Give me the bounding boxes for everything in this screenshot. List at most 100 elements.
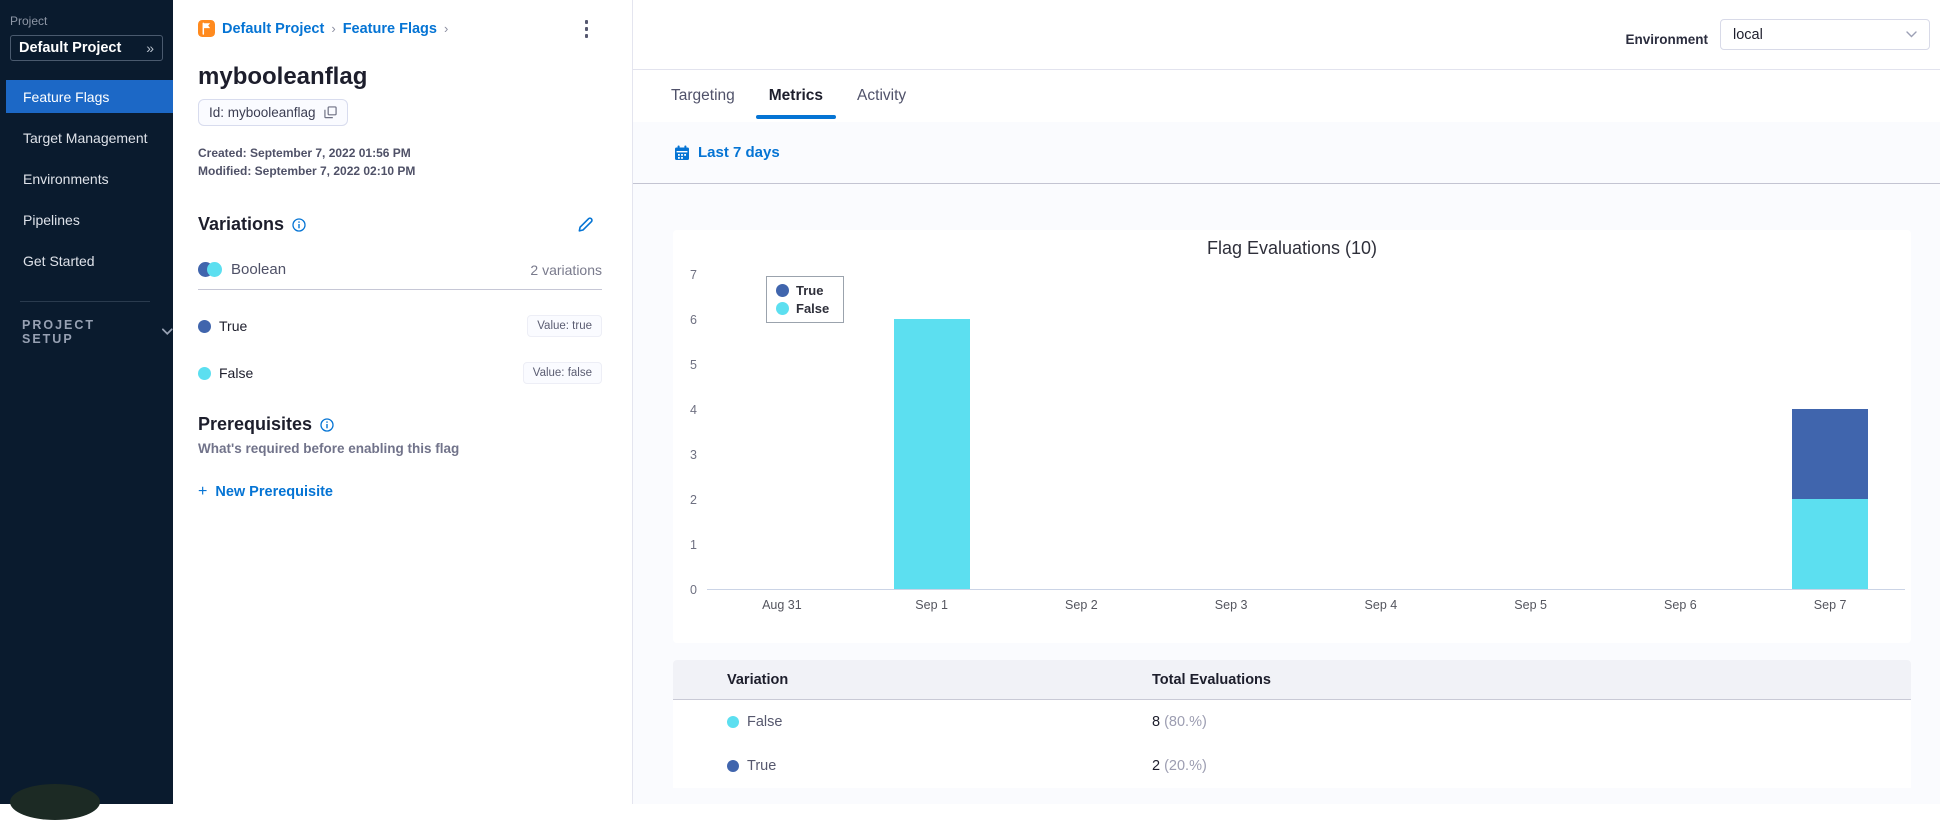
flag-id-chip[interactable]: Id: mybooleanflag <box>198 99 348 126</box>
chevron-down-icon <box>162 328 173 336</box>
tab-metrics[interactable]: Metrics <box>755 70 837 122</box>
variation-count: 2 variations <box>530 261 602 278</box>
chart-plot-area: True False Aug 31 Sep 1 Sep 2 Sep 3 Sep 4 Sep … <box>707 275 1905 612</box>
metrics-content: Last 7 days Flag Evaluations (10) 0 1 2 3 4 5… <box>633 122 1940 804</box>
chart-slot-sep-4: Sep 4 <box>1306 275 1456 612</box>
project-setup-toggle[interactable]: PROJECT SETUP <box>0 318 173 346</box>
bar-segment-false[interactable] <box>1792 499 1869 589</box>
table-header-total-evaluations: Total Evaluations <box>1152 671 1271 688</box>
info-icon[interactable] <box>292 217 306 232</box>
project-selector[interactable]: Default Project » <box>10 35 163 61</box>
bar-segment-true[interactable] <box>1792 409 1869 499</box>
feature-flag-icon <box>198 20 215 37</box>
environment-select[interactable]: local <box>1720 19 1930 50</box>
bar-stack-sep-7 <box>1792 409 1869 589</box>
variation-type-row: Boolean 2 variations <box>198 261 602 278</box>
sidebar-divider <box>20 301 150 302</box>
project-expand-icon: » <box>146 40 154 56</box>
variation-dot <box>198 319 211 333</box>
chart-plot-wrap: 0 1 2 3 4 5 6 7 True False Aug 31 Sep 1 Sep 2 Sep 3… <box>673 268 1911 612</box>
x-axis-label: Sep 1 <box>915 598 948 612</box>
table-body: False 8 (80.%) True 2 (20.%) <box>673 700 1911 788</box>
x-axis-label: Sep 3 <box>1214 598 1248 612</box>
y-tick-label: 2 <box>690 493 697 507</box>
flag-evaluations-chart-card: Flag Evaluations (10) 0 1 2 3 4 5 6 7 True False… <box>673 230 1911 643</box>
y-tick-label: 4 <box>690 403 697 417</box>
sidebar-item-target-management[interactable]: Target Management <box>23 129 148 146</box>
variation-dot <box>727 716 739 728</box>
environment-value: local <box>1733 26 1763 43</box>
chart-legend: True False <box>766 276 845 323</box>
variation-type-label: Boolean <box>231 261 287 278</box>
variation-name: False <box>747 714 783 730</box>
legend-dot <box>776 284 789 297</box>
variation-value-chip: Value: true <box>527 315 602 337</box>
edit-variations-button[interactable] <box>577 216 594 233</box>
bar-segment-false[interactable] <box>893 319 970 589</box>
help-widget[interactable] <box>10 784 100 820</box>
y-tick-label: 7 <box>690 268 697 282</box>
total-count: 8 <box>1152 714 1161 730</box>
sidebar-item-get-started[interactable]: Get Started <box>23 252 95 269</box>
y-tick-label: 3 <box>690 448 697 462</box>
flag-details-panel: Default Project › Feature Flags › mybool… <box>173 0 633 804</box>
y-tick-label: 0 <box>690 583 697 597</box>
sidebar-item-environments[interactable]: Environments <box>23 170 109 187</box>
total-count: 2 <box>1152 758 1161 774</box>
x-axis-label: Sep 6 <box>1664 598 1697 612</box>
table-row-true: True 2 (20.%) <box>673 744 1911 788</box>
main-area: Environment local Targeting Metrics Activi… <box>633 0 1940 804</box>
chart-slot-sep-1: Sep 1 <box>857 275 1007 612</box>
plus-icon: + <box>198 483 208 500</box>
variation-row-true: True Value: true <box>198 315 602 337</box>
main-header: Environment local <box>633 0 1940 70</box>
x-axis-label: Sep 5 <box>1514 598 1547 612</box>
variation-dot <box>198 366 211 380</box>
flag-title: mybooleanflag <box>198 63 368 90</box>
calendar-icon <box>675 145 689 160</box>
sidebar-item-pipelines[interactable]: Pipelines <box>23 211 80 228</box>
legend-item-true: True <box>776 283 829 298</box>
breadcrumb-project-link[interactable]: Default Project <box>222 20 325 37</box>
x-axis-label: Aug 31 <box>762 598 802 612</box>
variation-name: True <box>219 318 248 334</box>
variations-section-header: Variations <box>198 214 602 235</box>
legend-label: False <box>796 301 830 316</box>
flag-options-menu-button[interactable] <box>581 16 593 42</box>
variation-name: True <box>747 758 777 774</box>
sidebar: Project Default Project » Feature Flags T… <box>0 0 173 820</box>
copy-icon[interactable] <box>323 106 337 119</box>
variation-dot <box>727 760 739 772</box>
sidebar-item-feature-flags[interactable]: Feature Flags <box>6 80 173 113</box>
table-header-variation: Variation <box>727 671 789 688</box>
y-tick-label: 1 <box>690 538 697 552</box>
chart-slot-sep-3: Sep 3 <box>1156 275 1306 612</box>
chart-title: Flag Evaluations (10) <box>1206 238 1378 258</box>
total-percent: (20.%) <box>1164 758 1207 774</box>
metrics-toolbar: Last 7 days <box>633 122 1940 183</box>
tab-targeting[interactable]: Targeting <box>671 87 735 104</box>
variations-heading: Variations <box>198 214 285 234</box>
info-icon[interactable] <box>320 417 334 432</box>
tab-bar: Targeting Metrics Activity <box>633 70 1940 122</box>
sidebar-nav: Feature Flags Target Management Environmen… <box>0 80 173 281</box>
legend-dot <box>776 302 789 315</box>
tab-activity[interactable]: Activity <box>857 87 907 104</box>
x-axis-label: Sep 2 <box>1065 598 1098 612</box>
breadcrumb-feature-flags-link[interactable]: Feature Flags <box>342 20 437 37</box>
variation-name: False <box>219 365 254 381</box>
chart-slot-sep-7: Sep 7 <box>1755 275 1905 612</box>
date-range-selector[interactable]: Last 7 days <box>698 144 780 161</box>
x-axis-label: Sep 7 <box>1813 598 1847 612</box>
variations-divider <box>198 289 602 290</box>
flag-created: Created: September 7, 2022 01:56 PM <box>198 146 411 160</box>
new-prerequisite-button[interactable]: + New Prerequisite <box>198 483 334 500</box>
project-selector-value: Default Project <box>19 40 122 56</box>
chart-slot-sep-2: Sep 2 <box>1007 275 1157 612</box>
environment-label: Environment <box>1625 32 1708 47</box>
flag-modified: Modified: September 7, 2022 02:10 PM <box>198 164 416 178</box>
project-setup-label: PROJECT SETUP <box>22 318 96 346</box>
table-cell-total: 2 (20.%) <box>1152 758 1911 774</box>
table-cell-variation: False <box>727 714 1152 730</box>
